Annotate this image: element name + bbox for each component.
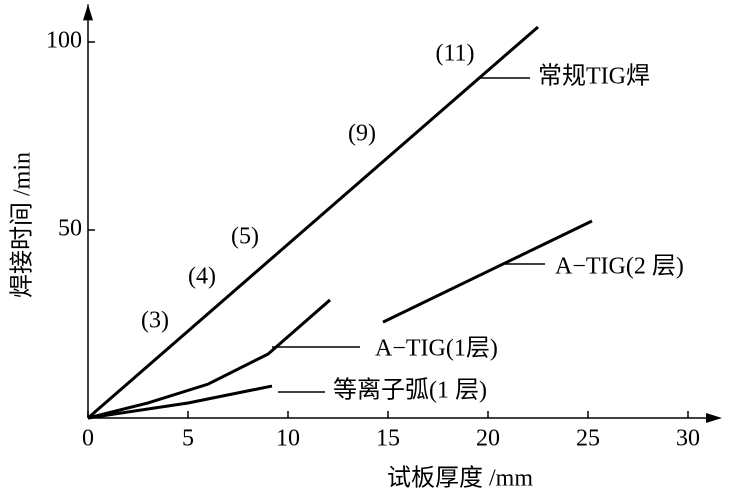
y-axis-arrow (83, 4, 93, 21)
series-line (87, 25, 539, 420)
series-line (87, 384, 273, 420)
x-tick-label: 15 (376, 426, 400, 452)
y-tick-label: 50 (58, 216, 82, 242)
series-line (87, 298, 331, 420)
series-label: A−TIG(1层) (375, 336, 498, 362)
x-tick-label: 10 (276, 426, 300, 452)
x-tick-label: 5 (182, 426, 194, 452)
annotation: (5) (231, 224, 259, 250)
annotation: (4) (188, 264, 216, 290)
y-axis-label: 焊接时间 /min (9, 152, 36, 298)
annotation: (11) (435, 41, 474, 67)
x-axis-label: 试板厚度 /mm (387, 465, 533, 492)
series-label: A−TIG(2 层) (555, 254, 684, 280)
x-tick-label: 20 (476, 426, 500, 452)
series-label: 等离子弧(1 层) (333, 377, 487, 404)
y-tick-label: 100 (46, 28, 82, 54)
series-line (382, 219, 593, 324)
x-axis-arrow (706, 413, 722, 423)
annotation: (9) (348, 121, 376, 147)
series-label: 常规TIG焊 (538, 63, 650, 90)
x-tick-label: 30 (676, 426, 700, 452)
x-tick-label: 0 (82, 426, 94, 452)
annotation: (3) (141, 308, 169, 334)
x-tick-label: 25 (576, 426, 600, 452)
